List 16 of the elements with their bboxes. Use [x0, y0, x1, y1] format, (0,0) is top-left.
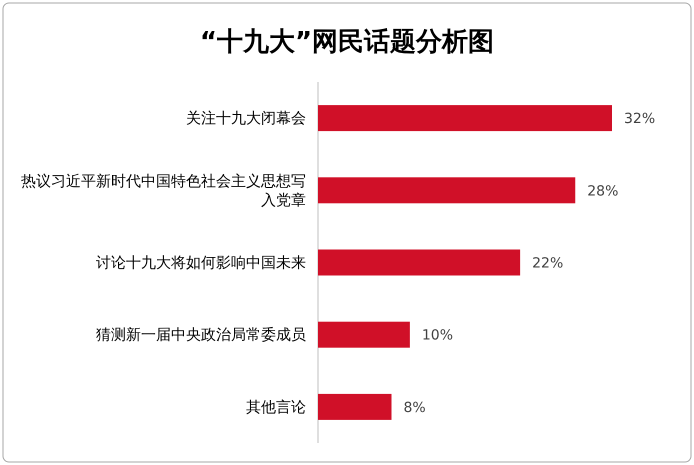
y-tick-label: 其他言论: [246, 398, 306, 416]
data-label: 10%: [422, 328, 453, 344]
bar: [318, 105, 612, 132]
data-label: 32%: [624, 111, 656, 128]
y-tick-label: 关注十九大闭幕会: [186, 109, 306, 128]
data-label: 22%: [532, 256, 564, 272]
bar: [318, 250, 520, 276]
data-label: 28%: [587, 183, 618, 200]
y-tick-label: 讨论十九大将如何影响中国未来: [96, 254, 306, 272]
data-label: 8%: [404, 400, 426, 416]
y-tick-label: 热议习近平新时代中国特色社会主义思想写入党章: [21, 172, 306, 209]
bar: [318, 322, 410, 348]
bar: [318, 394, 392, 420]
bar: [318, 177, 576, 204]
y-tick-label: 猜测新一届中央政治局常委成员: [96, 326, 306, 344]
chart-title: “十九大”网民话题分析图: [200, 27, 494, 57]
